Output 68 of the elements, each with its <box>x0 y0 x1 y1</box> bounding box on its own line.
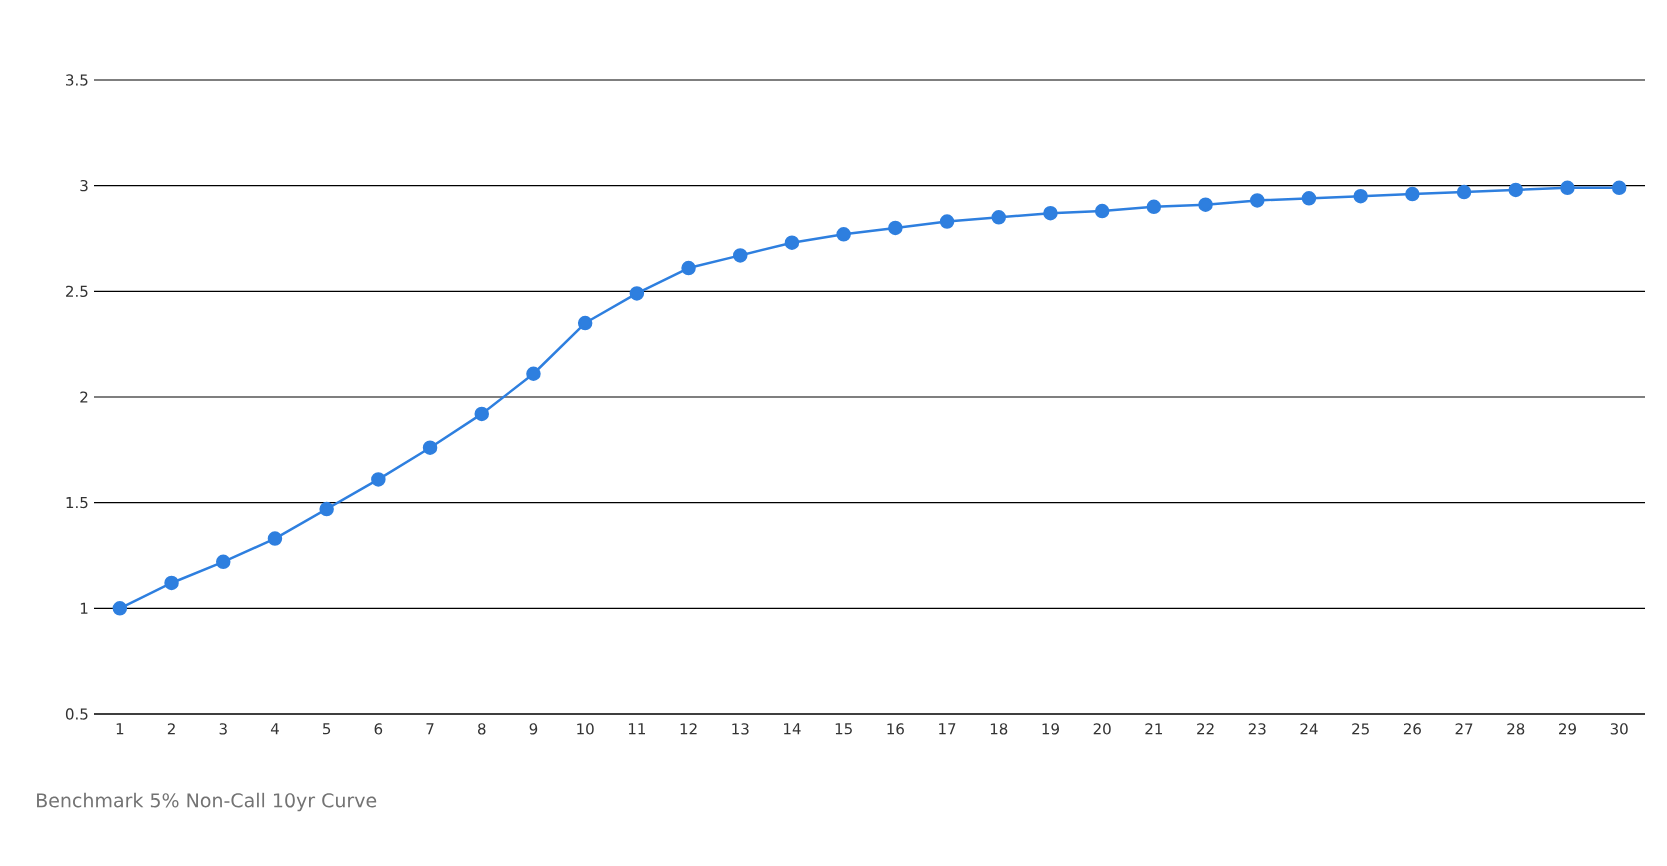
point <box>1250 193 1265 208</box>
point <box>164 575 179 591</box>
point <box>422 440 438 455</box>
x-tick-label: 2 <box>167 723 175 735</box>
point <box>1043 205 1058 221</box>
x-tick-label: 21 <box>1145 723 1163 735</box>
x-tick-label: 7 <box>426 723 434 735</box>
x-tick-label: 16 <box>887 723 904 735</box>
x-tick-label: 1 <box>116 723 124 735</box>
x-tick-label: 14 <box>784 723 801 735</box>
x-tick-label: 3 <box>219 723 227 735</box>
x-tick-label: 27 <box>1455 723 1473 735</box>
point <box>1198 197 1213 212</box>
x-tick-label: 17 <box>939 723 956 735</box>
y-tick-label: 2 <box>80 391 88 403</box>
x-tick-label: 11 <box>628 723 646 735</box>
point <box>991 210 1007 225</box>
y-tick-label: 1 <box>80 602 88 614</box>
point <box>577 315 593 331</box>
x-tick-label: 19 <box>1042 723 1059 735</box>
x-tick-label: 24 <box>1300 723 1318 735</box>
y-tick-label: 0.5 <box>65 708 88 720</box>
x-tick-label: 12 <box>680 723 697 735</box>
x-tick-label: 6 <box>374 723 383 735</box>
point <box>888 220 903 236</box>
point <box>1508 182 1524 198</box>
point <box>1301 191 1317 206</box>
point <box>526 366 541 381</box>
point <box>112 601 128 616</box>
y-tick-label: 1.5 <box>66 497 88 509</box>
x-tick-label: 5 <box>323 723 331 735</box>
point <box>1560 180 1575 196</box>
y-tick-label: 3 <box>80 179 88 192</box>
x-tick-label: 25 <box>1352 723 1369 735</box>
point <box>836 227 851 242</box>
point <box>1353 188 1368 204</box>
point <box>733 248 748 263</box>
x-tick-label: 28 <box>1507 723 1525 735</box>
x-tick-label: 8 <box>478 723 486 735</box>
point <box>939 214 955 229</box>
point <box>1456 184 1472 200</box>
point <box>1094 203 1110 219</box>
point <box>629 286 645 301</box>
x-tick-label: 18 <box>990 723 1008 735</box>
point <box>681 260 696 276</box>
x-tick-label: 26 <box>1403 723 1421 735</box>
point <box>371 472 386 487</box>
y-tick-label: 3.5 <box>66 74 88 86</box>
x-tick-label: 15 <box>835 723 852 735</box>
x-tick-label: 13 <box>732 723 749 735</box>
point <box>1405 186 1420 202</box>
text: Benchmark 5% Non-Call 10yr Curve <box>37 792 377 812</box>
x-tick-label: 20 <box>1093 723 1111 735</box>
point <box>1146 199 1162 215</box>
y-tick-label: 2.5 <box>66 285 88 298</box>
x-tick-label: 10 <box>577 723 594 735</box>
x-tick-label: 29 <box>1559 723 1576 735</box>
point <box>319 501 334 517</box>
x-tick-label: 4 <box>270 723 279 735</box>
point <box>267 531 283 546</box>
point <box>474 406 489 422</box>
x-tick-label: 23 <box>1248 723 1266 735</box>
x-tick-label: 22 <box>1197 723 1214 735</box>
point <box>784 235 800 250</box>
point <box>1611 180 1627 196</box>
point <box>216 554 231 570</box>
x-tick-label: 9 <box>529 723 538 735</box>
x-tick-label: 30 <box>1610 723 1628 735</box>
